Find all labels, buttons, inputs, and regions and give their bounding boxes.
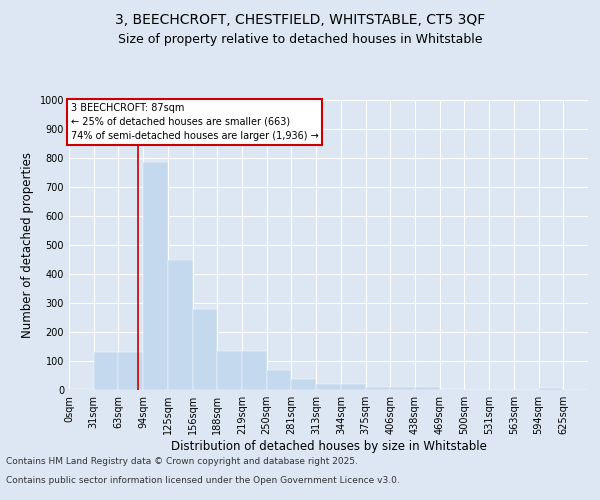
Bar [267,370,292,390]
Bar [69,388,94,390]
Bar [292,379,316,390]
Bar [94,352,118,390]
Bar [193,309,217,390]
Bar [242,352,267,390]
Bar [415,386,440,390]
Bar [365,386,390,390]
Text: 3, BEECHCROFT, CHESTFIELD, WHITSTABLE, CT5 3QF: 3, BEECHCROFT, CHESTFIELD, WHITSTABLE, C… [115,12,485,26]
Y-axis label: Number of detached properties: Number of detached properties [21,152,34,338]
Bar [217,352,242,390]
Text: 3 BEECHCROFT: 87sqm
← 25% of detached houses are smaller (663)
74% of semi-detac: 3 BEECHCROFT: 87sqm ← 25% of detached ho… [71,103,319,141]
Bar [143,162,168,390]
Bar [390,386,415,390]
Text: Size of property relative to detached houses in Whitstable: Size of property relative to detached ho… [118,32,482,46]
Text: Contains public sector information licensed under the Open Government Licence v3: Contains public sector information licen… [6,476,400,485]
Bar [440,388,464,390]
Bar [168,260,193,390]
Bar [316,384,341,390]
Text: Contains HM Land Registry data © Crown copyright and database right 2025.: Contains HM Land Registry data © Crown c… [6,458,358,466]
X-axis label: Distribution of detached houses by size in Whitstable: Distribution of detached houses by size … [170,440,487,453]
Bar [118,352,143,390]
Bar [341,384,365,390]
Bar [539,388,563,390]
